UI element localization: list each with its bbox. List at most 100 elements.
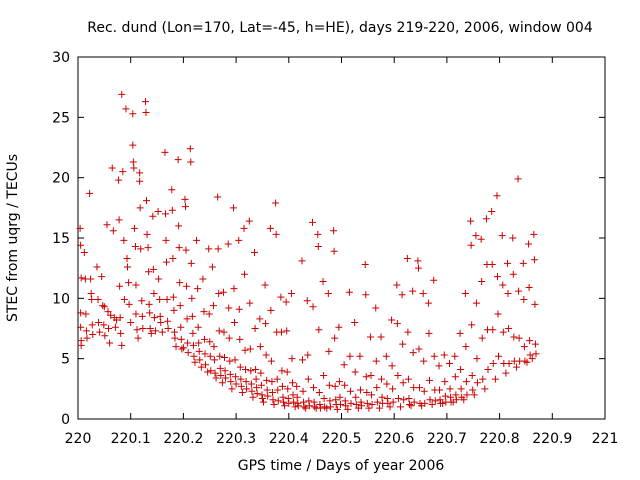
data-point <box>263 386 271 394</box>
data-point <box>354 404 362 412</box>
data-point <box>331 382 339 390</box>
data-point <box>184 339 192 347</box>
data-point <box>528 355 536 363</box>
x-tick-label: 220.7 <box>427 431 467 447</box>
data-point <box>314 230 322 238</box>
data-point <box>194 285 202 293</box>
data-point <box>312 404 320 412</box>
data-point <box>200 308 208 316</box>
data-point <box>132 310 140 318</box>
data-point <box>284 394 292 402</box>
data-point <box>108 164 116 172</box>
data-point <box>366 333 374 341</box>
data-point <box>469 386 477 394</box>
data-point <box>372 304 380 312</box>
data-point <box>261 281 269 289</box>
data-point <box>89 331 97 339</box>
data-point <box>283 368 291 376</box>
data-point <box>463 391 471 399</box>
data-point <box>315 388 323 396</box>
data-point <box>505 325 513 332</box>
x-axis-label: GPS time / Days of year 2006 <box>238 458 445 474</box>
x-tick-label: 220.8 <box>480 431 520 447</box>
data-point <box>120 236 128 244</box>
data-point <box>420 357 428 365</box>
data-point <box>273 375 281 383</box>
data-point <box>530 256 538 264</box>
y-axis: 0 5 10 15 20 25 30 <box>52 50 605 428</box>
data-point <box>136 204 144 212</box>
data-point <box>208 263 216 271</box>
data-point <box>256 315 264 323</box>
data-point <box>479 375 487 383</box>
data-point <box>382 352 390 360</box>
data-point <box>340 361 348 369</box>
data-point <box>182 246 190 254</box>
data-point <box>531 300 539 308</box>
data-point <box>405 394 413 402</box>
data-point <box>341 381 349 389</box>
data-point <box>77 241 85 249</box>
data-point <box>215 290 223 298</box>
data-point <box>288 379 296 387</box>
data-point <box>138 297 146 305</box>
data-point <box>278 382 286 390</box>
data-point <box>362 291 370 299</box>
data-point <box>154 207 162 215</box>
data-point <box>170 306 178 314</box>
data-point <box>520 296 528 304</box>
data-point <box>139 325 147 332</box>
data-point <box>336 401 344 409</box>
data-point <box>512 363 520 371</box>
data-point <box>495 352 503 360</box>
x-axis: 220 220.1 220.2 220.3 220.4 220.5 220.6 220.7 22… <box>65 57 618 447</box>
data-point <box>77 274 85 282</box>
data-point <box>342 402 350 410</box>
data-point <box>341 397 349 405</box>
data-point <box>351 318 359 326</box>
data-point <box>141 98 149 106</box>
data-point <box>441 392 449 400</box>
data-point <box>232 380 240 388</box>
data-point <box>294 402 302 410</box>
data-point <box>175 244 183 252</box>
data-point <box>325 347 333 355</box>
data-point <box>83 334 91 342</box>
data-point <box>320 394 328 402</box>
data-point <box>468 321 476 329</box>
data-point <box>169 293 177 301</box>
data-point <box>489 326 497 334</box>
data-point <box>87 275 95 283</box>
data-point <box>504 259 512 267</box>
data-point <box>238 388 246 396</box>
data-point <box>293 393 301 401</box>
data-point <box>229 204 237 212</box>
data-point <box>310 384 318 392</box>
data-point <box>96 328 104 336</box>
data-point <box>174 156 182 164</box>
data-point <box>418 402 426 410</box>
data-point <box>325 381 333 389</box>
data-point <box>95 318 103 326</box>
data-point <box>241 270 249 278</box>
data-point <box>190 352 198 360</box>
data-point <box>289 391 297 399</box>
data-point <box>394 372 402 380</box>
data-point <box>231 318 239 326</box>
data-point <box>520 343 528 351</box>
x-tick-label: 220.6 <box>374 431 414 447</box>
data-point <box>176 279 184 287</box>
data-point <box>82 327 90 335</box>
data-point <box>175 222 183 230</box>
data-point <box>274 386 282 394</box>
data-point <box>299 387 307 395</box>
data-point <box>491 375 499 383</box>
data-point <box>399 340 407 348</box>
data-point <box>477 235 485 243</box>
data-point <box>415 345 423 353</box>
data-point <box>115 216 123 224</box>
data-point <box>415 384 423 392</box>
data-point <box>168 206 176 214</box>
data-point <box>107 311 115 319</box>
data-point <box>383 394 391 402</box>
